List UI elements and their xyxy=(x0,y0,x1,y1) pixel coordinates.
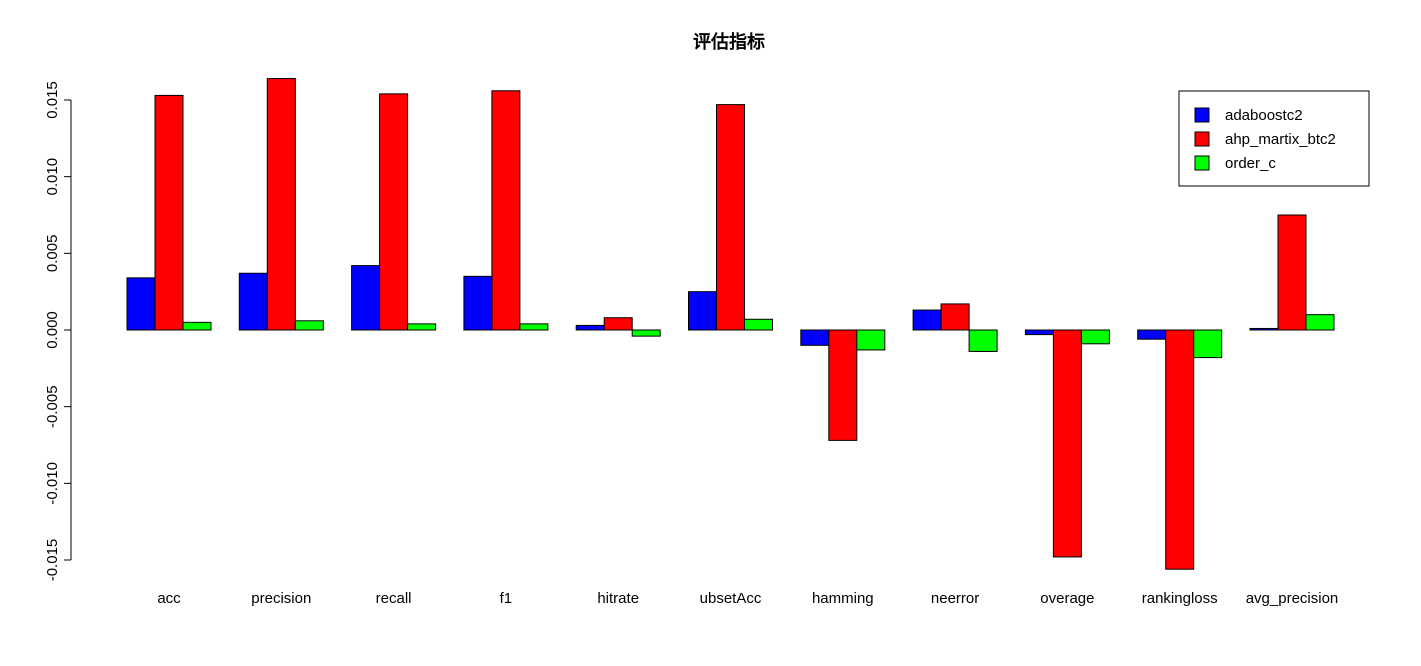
x-tick-label: hitrate xyxy=(597,590,639,607)
bar-adaboostc2-overage xyxy=(1024,329,1054,336)
bar-adaboostc2-f1 xyxy=(463,275,493,331)
bar-ahp_martix_btc2-overage xyxy=(1052,329,1082,558)
bar-order_c-rankingloss xyxy=(1193,329,1223,359)
bar-order_c-overage xyxy=(1080,329,1110,345)
bar-ahp_martix_btc2-hitrate xyxy=(603,317,633,331)
x-axis-labels: acc precision recall f1 hitrate ubsetAcc hammi… xyxy=(157,590,1338,607)
bar-adaboostc2-ubsetAcc xyxy=(688,291,717,331)
x-tick-label: ubsetAcc xyxy=(700,590,762,607)
bar-ahp_martix_btc2-neerror xyxy=(940,303,970,331)
legend-swatch-order_c xyxy=(1194,155,1210,171)
bar-ahp_martix_btc2-acc xyxy=(154,94,184,331)
bar-ahp_martix_btc2-recall xyxy=(379,93,409,331)
bar-ahp_martix_btc2-ubsetAcc xyxy=(716,104,745,331)
bar-order_c-ubsetAcc xyxy=(744,318,773,331)
bar-order_c-f1 xyxy=(519,323,549,331)
bar-adaboostc2-rankingloss xyxy=(1137,329,1167,340)
y-tick-label: -0.005 xyxy=(44,385,61,428)
y-tick-label: 0.000 xyxy=(44,311,61,349)
x-tick-label: f1 xyxy=(500,590,513,607)
bar-order_c-precision xyxy=(294,320,324,331)
y-axis: 0.015 0.010 0.005 0.000 -0.005 -0.010 -0.015 xyxy=(44,81,72,582)
x-tick-label: hamming xyxy=(812,590,874,607)
x-tick-label: avg_precision xyxy=(1246,590,1339,607)
legend-label: order_c xyxy=(1225,155,1276,172)
y-tick-label: 0.015 xyxy=(44,81,61,119)
bar-adaboostc2-precision xyxy=(238,272,268,331)
x-tick-label: acc xyxy=(157,590,181,607)
x-tick-label: neerror xyxy=(931,590,979,607)
bar-ahp_martix_btc2-precision xyxy=(266,78,296,331)
x-tick-label: recall xyxy=(376,590,412,607)
x-tick-label: overage xyxy=(1040,590,1094,607)
legend: adaboostc2 ahp_martix_btc2 order_c xyxy=(1178,90,1370,187)
legend-label: adaboostc2 xyxy=(1225,107,1303,124)
bar-order_c-hitrate xyxy=(631,329,661,337)
bars xyxy=(126,78,1335,570)
legend-swatch-ahp_martix_btc2 xyxy=(1194,131,1210,147)
bar-order_c-acc xyxy=(182,321,212,331)
y-tick-label: -0.015 xyxy=(44,539,61,582)
bar-order_c-recall xyxy=(407,323,437,331)
chart-title: 评估指标 xyxy=(693,31,765,53)
bar-ahp_martix_btc2-avg_precision xyxy=(1277,214,1307,331)
bar-ahp_martix_btc2-f1 xyxy=(491,90,521,331)
bar-adaboostc2-neerror xyxy=(912,309,942,331)
x-tick-label: rankingloss xyxy=(1142,590,1218,607)
bar-adaboostc2-recall xyxy=(351,265,381,331)
bar-adaboostc2-acc xyxy=(126,277,156,331)
bar-order_c-avg_precision xyxy=(1305,314,1335,331)
x-tick-label: precision xyxy=(251,590,311,607)
bar-adaboostc2-avg_precision xyxy=(1249,327,1279,331)
legend-swatch-adaboostc2 xyxy=(1194,107,1210,123)
legend-label: ahp_martix_btc2 xyxy=(1225,131,1336,148)
legend-box xyxy=(1178,90,1370,187)
y-tick-label: 0.010 xyxy=(44,158,61,196)
y-tick-label: 0.005 xyxy=(44,235,61,273)
y-tick-label: -0.010 xyxy=(44,462,61,505)
bar-ahp_martix_btc2-rankingloss xyxy=(1165,329,1195,570)
bar-order_c-hamming xyxy=(856,329,886,351)
bar-adaboostc2-hamming xyxy=(800,329,830,346)
bar-order_c-neerror xyxy=(968,329,998,352)
bar-ahp_martix_btc2-hamming xyxy=(828,329,858,441)
bar-adaboostc2-hitrate xyxy=(575,324,605,331)
